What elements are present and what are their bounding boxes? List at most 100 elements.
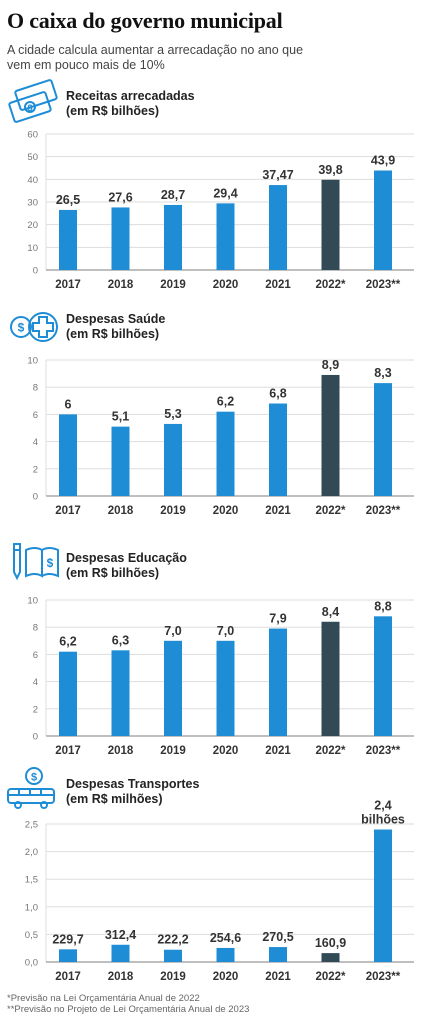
x-tick-label: 2020	[213, 505, 239, 517]
bar	[164, 423, 182, 496]
x-tick-label: 2019	[160, 279, 186, 291]
x-tick-label: 2022*	[315, 279, 346, 291]
x-tick-label: 2023**	[366, 971, 401, 983]
chart-unit: (em R$ bilhões)	[66, 327, 160, 341]
x-tick-label: 2023**	[366, 505, 401, 517]
bar	[216, 203, 235, 270]
y-tick-label: 8	[33, 623, 38, 634]
x-tick-label: 2022*	[315, 745, 346, 757]
x-tick-label: 2021	[265, 745, 291, 757]
value-label: 5,1	[112, 410, 129, 424]
x-tick-label: 2023**	[366, 745, 401, 757]
x-tick-label: 2018	[108, 745, 134, 757]
bar	[374, 616, 392, 736]
y-tick-label: 0,0	[25, 958, 38, 969]
bar	[216, 411, 235, 496]
x-tick-label: 2018	[108, 971, 134, 983]
x-tick-label: 2022*	[315, 971, 346, 983]
value-label: 8,3	[374, 366, 391, 380]
value-label: 2,4 bilhões	[361, 799, 405, 827]
value-label: 39,8	[318, 163, 342, 177]
x-tick-label: 2017	[55, 505, 81, 517]
value-label: 7,0	[217, 624, 234, 638]
value-label: 6,8	[269, 387, 286, 401]
y-tick-label: 2	[33, 704, 38, 715]
y-tick-label: 2,0	[25, 847, 38, 858]
bar	[321, 621, 340, 736]
education-icon: $	[8, 540, 64, 587]
chart-unit: (em R$ bilhões)	[66, 566, 160, 580]
y-tick-label: 0,5	[25, 930, 38, 941]
svg-text:$: $	[27, 103, 32, 113]
bar	[59, 414, 77, 496]
health-icon: $	[7, 309, 63, 350]
bar	[216, 640, 235, 736]
money-icon: $	[6, 79, 62, 130]
y-tick-label: 1,0	[25, 902, 38, 913]
y-tick-label: 10	[27, 243, 38, 254]
page-title: O caixa do governo municipal	[7, 8, 283, 33]
bar	[269, 628, 287, 736]
x-tick-label: 2017	[55, 971, 81, 983]
y-tick-label: 20	[27, 220, 38, 231]
value-label: 43,9	[371, 153, 395, 167]
x-tick-label: 2023**	[366, 279, 401, 291]
value-label: 254,6	[210, 931, 241, 945]
value-label: 7,0	[164, 624, 181, 638]
bar	[59, 949, 77, 962]
bar	[111, 207, 130, 270]
chart-title: Despesas Educação	[66, 551, 187, 565]
chart-heading-transportes: Despesas Transportes (em R$ milhões)	[66, 777, 366, 807]
y-tick-label: 30	[27, 198, 38, 209]
y-tick-label: 0	[33, 492, 38, 503]
value-label: 6,2	[59, 635, 76, 649]
value-label: 222,2	[157, 933, 188, 947]
x-tick-label: 2021	[265, 971, 291, 983]
value-label: 8,8	[374, 599, 391, 613]
chart-title: Despesas Saúde	[66, 312, 166, 326]
bar	[111, 944, 130, 962]
chart-unit: (em R$ milhões)	[66, 792, 163, 806]
value-label: 6,3	[112, 633, 129, 647]
x-tick-label: 2021	[265, 505, 291, 517]
x-tick-label: 2020	[213, 971, 239, 983]
value-label: 8,9	[322, 358, 339, 372]
bar	[269, 185, 287, 270]
y-tick-label: 4	[33, 437, 38, 448]
value-label: 6,2	[217, 395, 234, 409]
x-tick-label: 2018	[108, 505, 134, 517]
bar	[321, 953, 340, 962]
chart-unit: (em R$ bilhões)	[66, 104, 160, 118]
page-subtitle: A cidade calcula aumentar a arrecadação …	[7, 43, 304, 72]
x-tick-label: 2022*	[315, 505, 346, 517]
chart-heading-receitas: Receitas arrecadadas (em R$ bilhões)	[66, 89, 366, 119]
x-tick-label: 2017	[55, 279, 81, 291]
value-label: 6	[65, 397, 72, 411]
bar	[269, 947, 287, 962]
y-tick-label: 6	[33, 650, 38, 661]
x-tick-label: 2017	[55, 745, 81, 757]
chart-transportes: 0,0 0,5 1,0 1,5 2,0 2,5 229,7 2017 312,4 2018 222,…	[25, 799, 414, 983]
chart-receitas: 0 10 20 30 40 50 60 26,5 2017 27,6 2018 28,7 2019 29,…	[27, 130, 414, 291]
x-tick-label: 2018	[108, 279, 134, 291]
chart-heading-saude: Despesas Saúde (em R$ bilhões)	[66, 312, 366, 342]
y-tick-label: 0	[33, 732, 38, 743]
value-label: 229,7	[52, 932, 83, 946]
y-tick-label: 8	[33, 383, 38, 394]
value-label: 37,47	[262, 168, 293, 182]
svg-text:$: $	[18, 321, 25, 335]
bar	[216, 947, 235, 962]
value-label: 8,4	[322, 605, 339, 619]
bus-icon: $	[5, 765, 61, 816]
x-tick-label: 2019	[160, 745, 186, 757]
value-label: 28,7	[161, 188, 185, 202]
value-label: 7,9	[269, 612, 286, 626]
svg-text:$: $	[47, 556, 54, 570]
value-label: 29,4	[213, 186, 237, 200]
bar	[59, 209, 77, 270]
y-tick-label: 2	[33, 464, 38, 475]
footnote-2023: **Previsão no Projeto de Lei Orçamentári…	[7, 1004, 250, 1015]
chart-saude: 0 2 4 6 8 10 6 2017 5,1 2018 5,3 2019 6,2 2020 6,8 2021…	[27, 356, 414, 517]
x-tick-label: 2020	[213, 745, 239, 757]
bar	[374, 829, 392, 962]
